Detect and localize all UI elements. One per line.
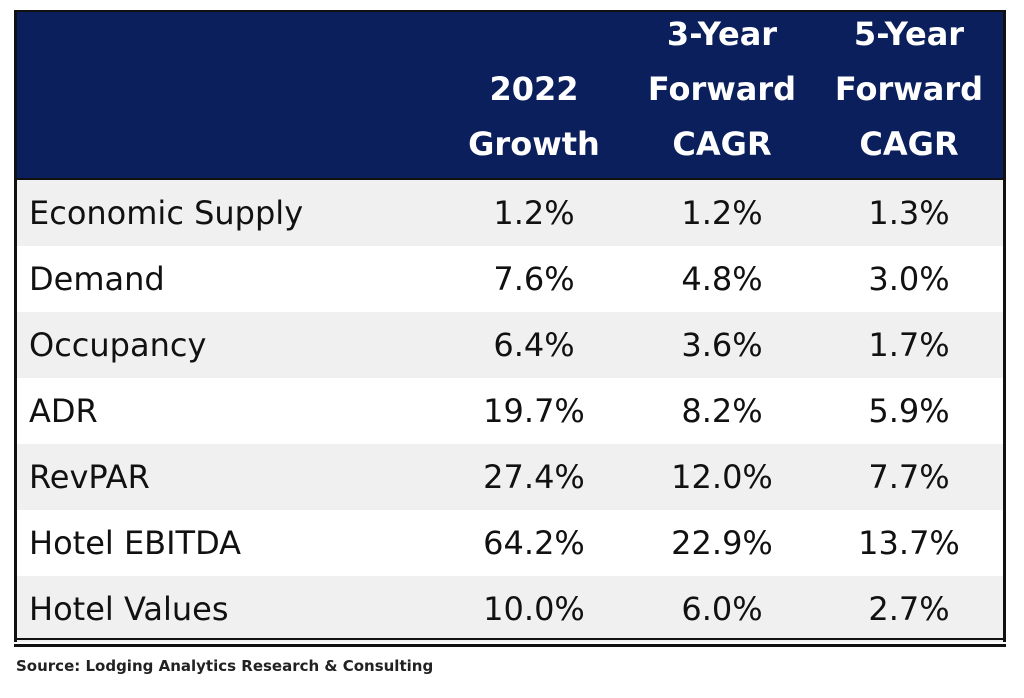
table-cell: 6.0% xyxy=(681,590,763,628)
table-row: Occupancy 6.4% 3.6% 1.7% xyxy=(17,312,1003,378)
table-cell: 1.3% xyxy=(868,194,950,232)
row-label: Economic Supply xyxy=(29,194,304,232)
row-label: RevPAR xyxy=(29,458,150,496)
header-line: CAGR xyxy=(672,125,772,163)
table-cell: 3.0% xyxy=(868,260,950,298)
table-cell: 1.2% xyxy=(681,194,763,232)
table-cell: 2.7% xyxy=(868,590,950,628)
row-label: Hotel EBITDA xyxy=(29,524,242,562)
table-row: Hotel EBITDA 64.2% 22.9% 13.7% xyxy=(17,510,1003,576)
row-label: ADR xyxy=(29,392,98,430)
table-row: ADR 19.7% 8.2% 5.9% xyxy=(17,378,1003,444)
table-cell: 4.8% xyxy=(681,260,763,298)
table-cell: 22.9% xyxy=(671,524,773,562)
table-cell: 27.4% xyxy=(483,458,585,496)
table-body: Economic Supply 1.2% 1.2% 1.3% Demand 7.6% 4.8… xyxy=(17,180,1003,642)
table-cell: 10.0% xyxy=(483,590,585,628)
table-row: RevPAR 27.4% 12.0% 7.7% xyxy=(17,444,1003,510)
table-cell: 1.7% xyxy=(868,326,950,364)
header-2022-growth: 2022 Growth xyxy=(439,62,629,172)
table-cell: 5.9% xyxy=(868,392,950,430)
table-cell: 19.7% xyxy=(483,392,585,430)
table-cell: 6.4% xyxy=(493,326,575,364)
table-cell: 8.2% xyxy=(681,392,763,430)
table-row: Economic Supply 1.2% 1.2% 1.3% xyxy=(17,180,1003,246)
header-3yr-cagr: 3-Year Forward CAGR xyxy=(627,7,817,172)
source-note: Source: Lodging Analytics Research & Con… xyxy=(16,657,434,675)
header-line: CAGR xyxy=(859,125,959,163)
header-5yr-cagr: 5-Year Forward CAGR xyxy=(814,7,1004,172)
table-cell: 3.6% xyxy=(681,326,763,364)
table-cell: 7.7% xyxy=(868,458,950,496)
table-cell: 7.6% xyxy=(493,260,575,298)
header-line: Forward xyxy=(647,70,797,108)
row-label: Hotel Values xyxy=(29,590,229,628)
header-line: 5-Year xyxy=(853,15,965,53)
table-header: 2022 Growth 3-Year Forward CAGR 5-Year Forwa… xyxy=(17,12,1003,180)
header-line: 3-Year xyxy=(666,15,778,53)
header-line: Growth xyxy=(468,125,600,163)
row-label: Occupancy xyxy=(29,326,207,364)
table-row: Hotel Values 10.0% 6.0% 2.7% xyxy=(17,576,1003,642)
table-cell: 64.2% xyxy=(483,524,585,562)
header-line: Forward xyxy=(834,70,984,108)
row-label: Demand xyxy=(29,260,165,298)
table-cell: 1.2% xyxy=(493,194,575,232)
table-cell: 12.0% xyxy=(671,458,773,496)
growth-table: 2022 Growth 3-Year Forward CAGR 5-Year Forwa… xyxy=(14,10,1006,642)
header-line: 2022 xyxy=(489,70,579,108)
table-cell: 13.7% xyxy=(858,524,960,562)
table-row: Demand 7.6% 4.8% 3.0% xyxy=(17,246,1003,312)
table-bottom-rule xyxy=(14,638,1006,647)
